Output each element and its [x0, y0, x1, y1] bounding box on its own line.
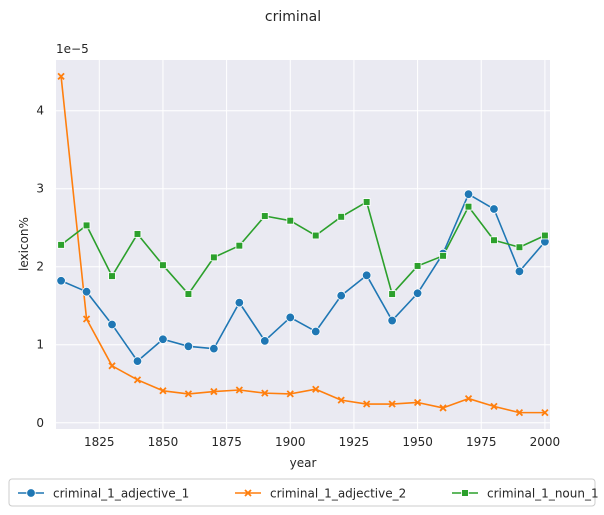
data-point-1: [514, 266, 525, 277]
data-point-1: [336, 290, 346, 301]
data-point-1: [183, 341, 194, 352]
data-point-2: [235, 386, 243, 394]
data-point-3: [490, 236, 498, 245]
data-point-3: [133, 230, 142, 238]
data-point-3: [541, 231, 549, 240]
data-point-1: [107, 319, 117, 330]
y-tick-label: 2: [36, 260, 44, 274]
legend-marker: [26, 488, 36, 498]
x-tick-label: 1825: [84, 435, 115, 449]
data-point-3: [108, 272, 116, 280]
x-tick-label: 1975: [466, 435, 497, 449]
legend-frame: [8, 478, 596, 507]
legend-marker: [461, 489, 469, 497]
data-point-1: [311, 326, 321, 337]
x-tick-label: 1950: [402, 435, 433, 449]
y-tick-labels: 0 1 2 3 4: [36, 104, 44, 430]
plot-area: [56, 60, 550, 429]
y-axis-label: lexicon%: [17, 217, 31, 271]
data-point-1: [234, 297, 245, 308]
x-tick-label: 1900: [275, 435, 306, 449]
data-point-3: [388, 290, 396, 298]
x-axis-label: year: [290, 456, 317, 470]
data-point-2: [184, 390, 193, 398]
data-point-1: [489, 204, 499, 214]
data-point-3: [261, 212, 269, 220]
data-point-3: [210, 253, 218, 262]
data-point-2: [108, 362, 116, 370]
data-point-2: [439, 404, 447, 412]
data-point-3: [286, 216, 295, 225]
x-tick-label: 2000: [530, 435, 561, 449]
data-point-2: [210, 387, 218, 396]
x-tick-label: 1925: [339, 435, 370, 449]
y-tick-label: 4: [36, 104, 44, 118]
data-point-2: [490, 402, 498, 411]
gridlines: [56, 60, 550, 429]
legend-label: criminal_1_noun_1: [487, 487, 599, 501]
legend-label: criminal_1_adjective_2: [270, 487, 406, 501]
data-point-3: [515, 243, 524, 252]
legend-label: criminal_1_adjective_1: [53, 487, 189, 501]
data-point-1: [132, 356, 143, 366]
data-point-3: [413, 262, 422, 270]
legend: criminal_1_adjective_1 criminal_1_adjecti…: [8, 478, 599, 507]
data-point-3: [311, 231, 320, 240]
series-markers: [56, 72, 550, 417]
data-point-1: [81, 286, 92, 297]
data-point-1: [260, 336, 270, 346]
data-point-2: [82, 315, 91, 323]
series-line-2: [60, 76, 545, 414]
data-point-2: [464, 394, 473, 403]
data-point-3: [159, 261, 167, 269]
legend-items: criminal_1_adjective_1 criminal_1_adjecti…: [18, 487, 599, 501]
x-tick-label: 1875: [211, 435, 242, 449]
data-point-3: [439, 252, 447, 260]
data-point-2: [312, 385, 320, 393]
data-point-2: [337, 396, 345, 404]
data-point-1: [285, 312, 295, 323]
y-tick-label: 0: [36, 416, 44, 430]
data-point-2: [541, 408, 549, 417]
data-point-1: [56, 276, 66, 286]
data-point-2: [515, 408, 524, 417]
data-point-1: [361, 270, 372, 281]
y-tick-label: 3: [36, 182, 44, 196]
data-point-3: [235, 241, 244, 250]
data-point-3: [57, 241, 65, 249]
series-line-1: [60, 193, 546, 362]
data-point-3: [337, 213, 345, 221]
data-point-2: [388, 400, 396, 408]
data-point-1: [387, 315, 397, 326]
series-line-3: [60, 201, 546, 295]
data-point-2: [413, 398, 422, 407]
data-point-3: [82, 221, 91, 230]
data-point-2: [57, 72, 65, 81]
data-point-1: [412, 288, 423, 298]
data-point-1: [158, 334, 168, 344]
x-tick-label: 1850: [148, 435, 179, 449]
data-point-2: [159, 387, 167, 395]
data-point-3: [362, 198, 371, 206]
chart-title: criminal: [265, 9, 321, 25]
y-offset-label: 1e−5: [56, 42, 89, 56]
series-lines: [60, 76, 546, 414]
data-point-1: [463, 189, 474, 199]
x-tick-labels: 1825 1850 1875 1900 1925 1950 1975 2000: [84, 435, 560, 449]
data-point-1: [209, 343, 219, 354]
data-point-3: [464, 202, 473, 211]
data-point-2: [286, 390, 294, 398]
data-point-3: [184, 290, 193, 298]
data-point-2: [363, 400, 371, 408]
legend-marker: [244, 489, 252, 497]
data-point-2: [133, 376, 142, 384]
data-point-2: [261, 389, 269, 397]
y-tick-label: 1: [36, 338, 44, 352]
